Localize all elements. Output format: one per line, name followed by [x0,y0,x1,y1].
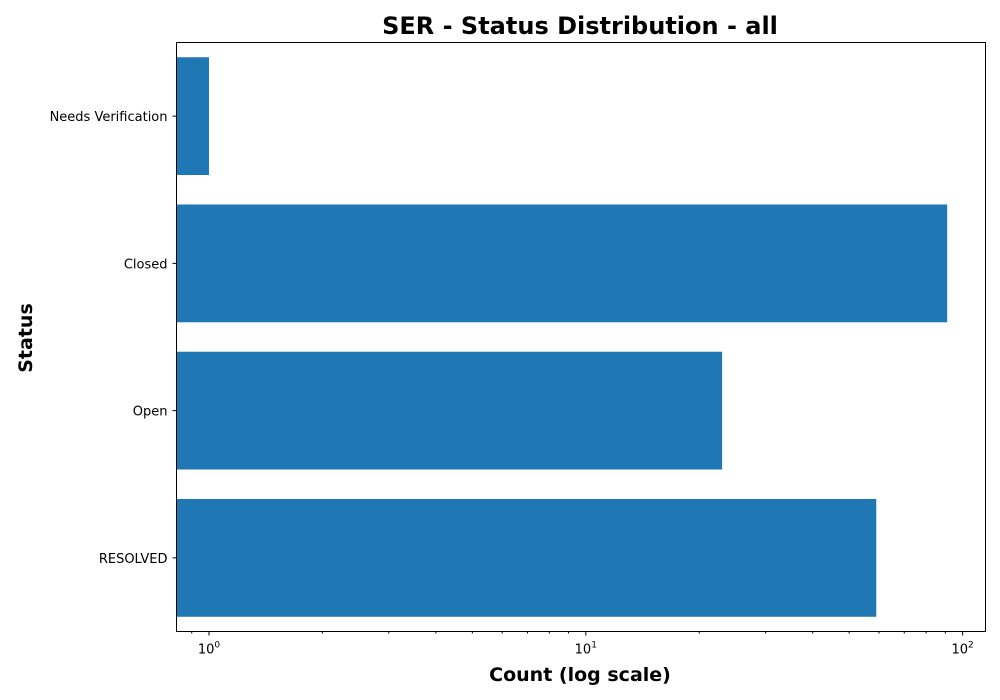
y-axis-ticks: Needs Verification Closed Open RESOLVED [50,110,177,567]
bar-resolved [176,498,877,617]
bar-open [176,351,723,470]
bar-needs-verification [176,57,209,176]
x-axis-label: Count (log scale) [489,664,671,686]
x-tick-label: 101 [575,641,597,658]
x-axis-ticks: 100 101 102 [191,631,974,658]
y-axis-label: Status [15,303,37,373]
bar-closed [176,204,948,323]
y-tick-label: Open [133,405,168,420]
plot-frame [176,42,986,632]
y-tick-label: Needs Verification [50,110,168,125]
y-tick-label: RESOLVED [99,552,168,567]
x-tick-label: 100 [198,641,221,658]
x-tick-label: 102 [951,641,973,658]
bars [176,57,948,617]
chart-title: SER - Status Distribution - all [382,12,778,40]
y-tick-label: Closed [124,257,168,272]
